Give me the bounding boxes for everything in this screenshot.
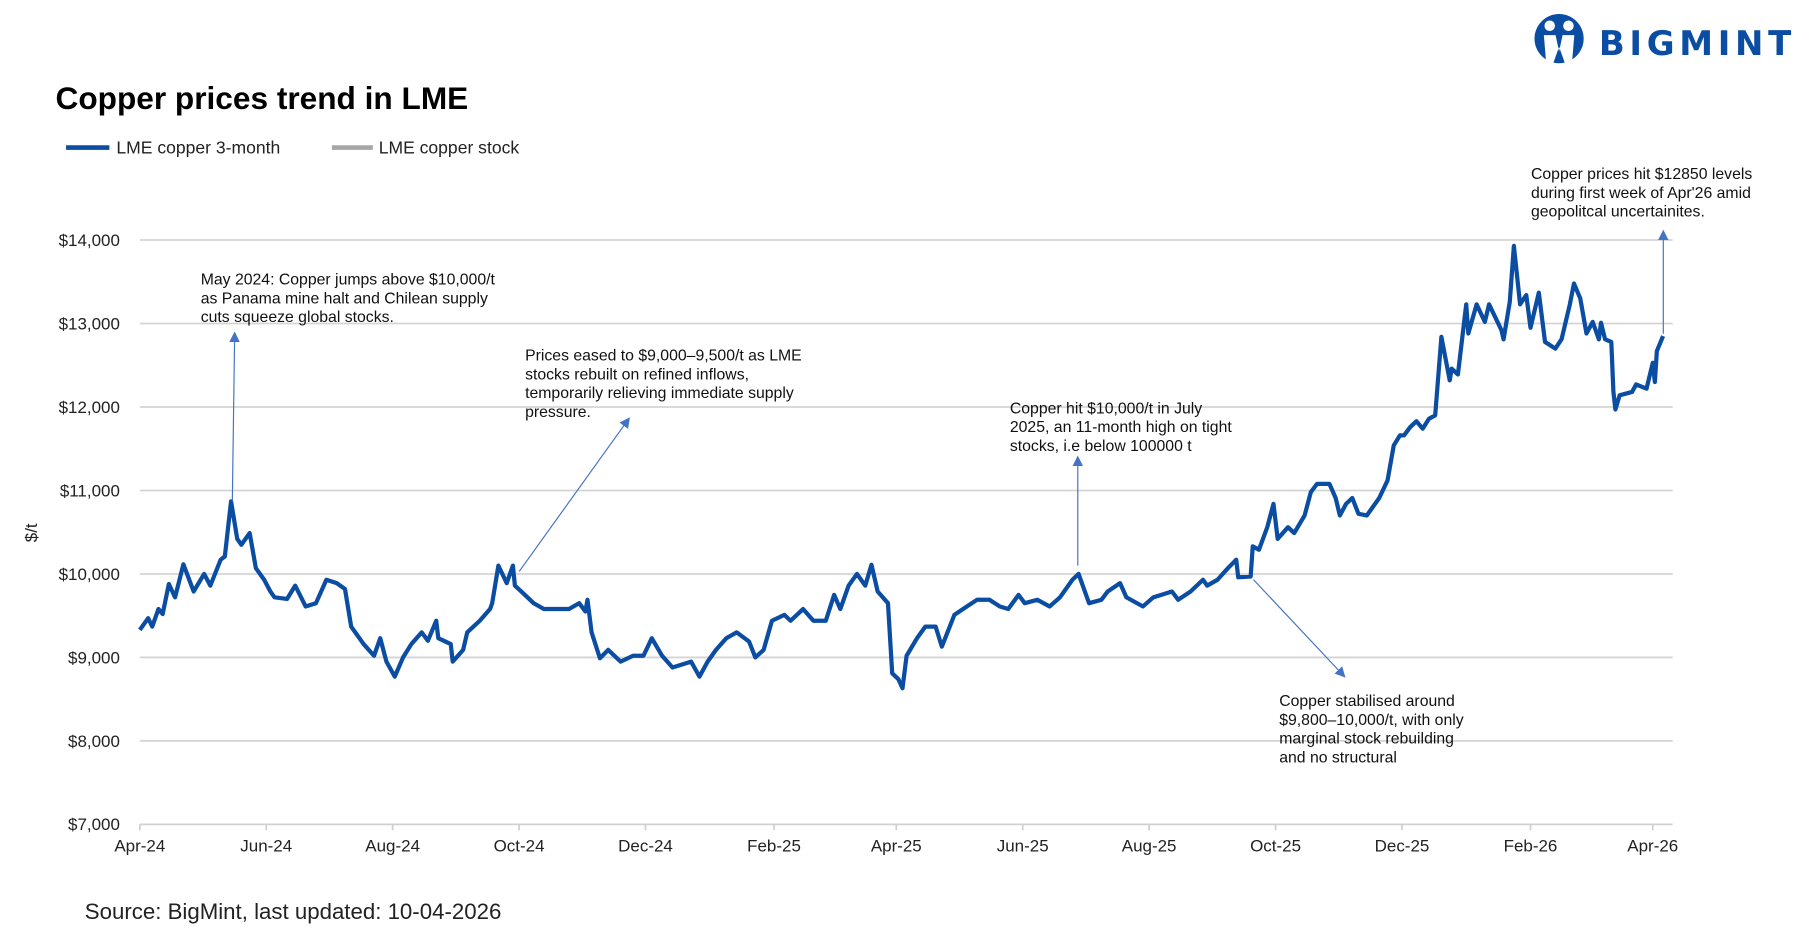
- x-tick-label: Dec-25: [1375, 836, 1430, 855]
- annotation-may-2024: May 2024: Copper jumps above $10,000/t a…: [201, 272, 500, 502]
- annotation-stabilised: Copper stabilised around $9,800–10,000/t…: [1253, 579, 1468, 766]
- bigmint-logo: BIGMINT: [1534, 14, 1796, 64]
- svg-text:Copper hit $10,000/t in July: Copper hit $10,000/t in July 2025, an 11…: [1010, 400, 1236, 454]
- x-tick-label: Jun-24: [240, 836, 292, 855]
- annotation-line: 2025, an 11-month high on tight: [1010, 419, 1233, 436]
- svg-text:May 2024: Copper jumps above $: May 2024: Copper jumps above $10,000/t a…: [201, 272, 500, 326]
- legend-label-price: LME copper 3-month: [116, 137, 280, 157]
- annotation-line: Copper hit $10,000/t in July: [1010, 400, 1202, 417]
- legend: LME copper 3-month LME copper stock: [66, 137, 519, 157]
- svg-text:Copper prices hit $12850 level: Copper prices hit $12850 levels during f…: [1531, 166, 1757, 220]
- x-tick-label: Aug-24: [365, 836, 420, 855]
- annotation-line: and no structural: [1279, 749, 1397, 766]
- annotation-line: pressure.: [525, 404, 591, 421]
- svg-text:Copper stabilised around: Copper stabilised around $9,800–10,000/t…: [1279, 693, 1468, 766]
- x-tick-label: Oct-25: [1250, 836, 1301, 855]
- source-note: Source: BigMint, last updated: 10-04-202…: [85, 899, 502, 924]
- x-tick-label: Apr-24: [114, 836, 165, 855]
- y-tick-label: $12,000: [59, 398, 120, 417]
- x-tick-label: Jun-25: [997, 836, 1049, 855]
- x-tick-label: Apr-26: [1627, 836, 1678, 855]
- annotation-prices-eased: Prices eased to $9,000–9,500/t as LME st…: [518, 348, 806, 572]
- y-tick-label: $11,000: [60, 481, 120, 500]
- y-tick-label: $10,000: [59, 565, 120, 584]
- legend-label-stock: LME copper stock: [379, 137, 520, 157]
- annotation-line: May 2024: Copper jumps above $10,000/t: [201, 272, 496, 289]
- y-tick-label: $8,000: [68, 732, 120, 751]
- annotation-apr-2026: Copper prices hit $12850 levels during f…: [1531, 166, 1757, 334]
- x-tick-label: Dec-24: [618, 836, 673, 855]
- annotation-line: geopolitcal uncertainites.: [1531, 204, 1705, 221]
- annotation-arrow: [1253, 579, 1346, 678]
- svg-text:Prices eased to $9,000–9,500/t: Prices eased to $9,000–9,500/t as LME st…: [525, 348, 806, 421]
- annotation-arrow: [518, 417, 630, 572]
- annotation-line: during first week of Apr'26 amid: [1531, 185, 1751, 202]
- y-tick-label: $9,000: [68, 648, 120, 667]
- y-tick-label: $7,000: [68, 815, 120, 834]
- brand-name: BIGMINT: [1599, 24, 1796, 64]
- annotation-line: Copper stabilised around: [1279, 693, 1455, 710]
- gridlines: [139, 239, 1673, 742]
- y-axis-ticks: $7,000 $8,000 $9,000 $10,000 $11,000 $12,000 $…: [59, 231, 120, 834]
- chart-title: Copper prices trend in LME: [56, 80, 469, 116]
- annotation-line: temporarily relieving immediate supply: [525, 385, 794, 402]
- annotation-line: Copper prices hit $12850 levels: [1531, 166, 1752, 183]
- annotation-line: cuts squeeze global stocks.: [201, 309, 394, 326]
- x-tick-label: Feb-25: [747, 836, 801, 855]
- annotation-line: $9,800–10,000/t, with only: [1279, 712, 1464, 729]
- x-tick-label: Oct-24: [494, 836, 545, 855]
- x-tick-label: Feb-26: [1504, 836, 1558, 855]
- annotation-line: stocks, i.e below 100000 t: [1010, 438, 1192, 455]
- y-tick-label: $14,000: [59, 231, 120, 250]
- annotation-line: as Panama mine halt and Chilean supply: [201, 290, 488, 307]
- y-axis-label: $/t: [22, 523, 41, 542]
- annotation-line: Prices eased to $9,000–9,500/t as LME: [525, 348, 802, 365]
- annotation-line: marginal stock rebuilding: [1279, 731, 1454, 748]
- logo-people-icon: [1534, 14, 1584, 64]
- x-tick-label: Apr-25: [871, 836, 922, 855]
- series-line-lme-copper-3-month: [138, 243, 1666, 691]
- y-tick-label: $13,000: [59, 314, 120, 333]
- annotation-line: stocks rebuilt on refined inflows,: [525, 366, 749, 383]
- annotation-july-2025: Copper hit $10,000/t in July 2025, an 11…: [1010, 400, 1236, 566]
- x-axis-ticks: Apr-24 Jun-24 Aug-24 Oct-24 Dec-24 Feb-25 Apr-…: [114, 824, 1678, 855]
- annotation-arrow: [229, 331, 240, 502]
- x-tick-label: Aug-25: [1122, 836, 1177, 855]
